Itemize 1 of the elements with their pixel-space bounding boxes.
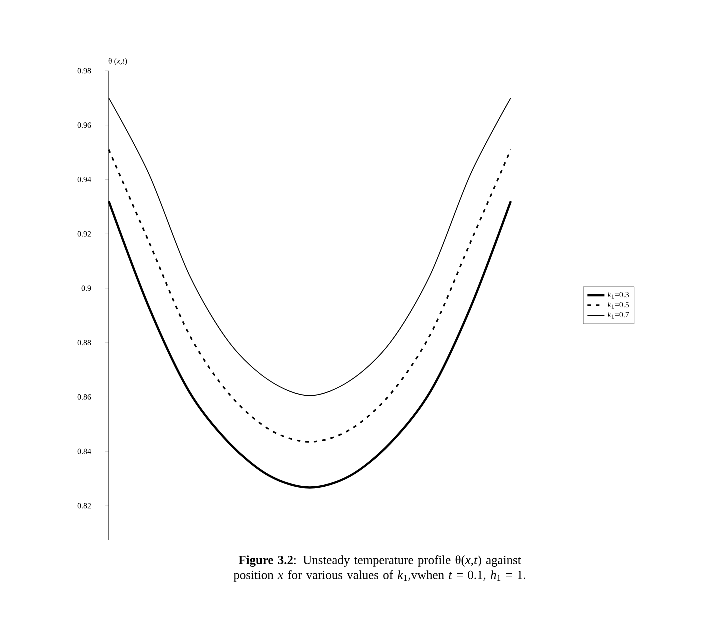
text: Figure 3.2: Unsteady temperature profile θ(x,t) against position x for various values of k$_{1}$,vwhen t = 0.1, h$_{1}$ = 1.	[234, 556, 526, 582]
